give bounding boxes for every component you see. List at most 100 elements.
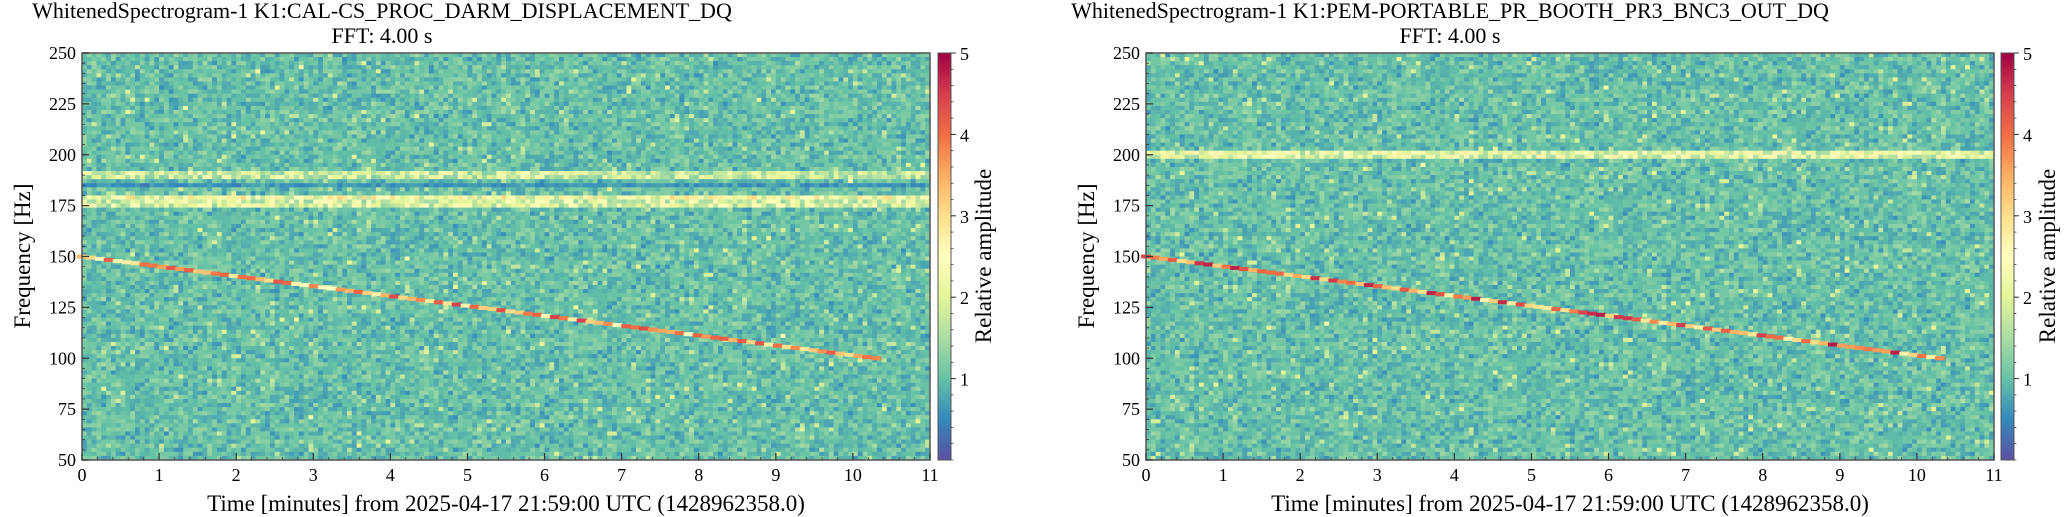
heatmap-cell — [636, 61, 642, 66]
heatmap-cell — [380, 166, 387, 172]
heatmap-cell — [592, 142, 599, 148]
heatmap-cell — [693, 101, 700, 107]
heatmap-cell — [419, 101, 425, 107]
heatmap-cell — [221, 69, 228, 74]
heatmap-cell — [472, 53, 478, 58]
heatmap-cell — [607, 65, 613, 70]
heatmap-cell — [742, 81, 748, 87]
heatmap-cell — [693, 69, 700, 74]
heatmap-cell — [563, 138, 570, 144]
heatmap-cell — [298, 146, 305, 152]
heatmap-cell — [713, 142, 719, 148]
heatmap-cell — [901, 65, 907, 70]
heatmap-cell — [563, 134, 570, 139]
heatmap-cell — [404, 126, 411, 131]
heatmap-cell — [689, 53, 695, 58]
heatmap-cell — [549, 158, 555, 164]
heatmap-cell — [91, 77, 97, 82]
heatmap-cell — [265, 122, 271, 127]
heatmap-cell — [110, 138, 117, 144]
heatmap-cell — [525, 93, 531, 99]
heatmap-cell — [236, 73, 242, 78]
heatmap-cell — [669, 101, 676, 107]
heatmap-cell — [674, 134, 680, 139]
heatmap-cell — [766, 154, 772, 160]
heatmap-cell — [771, 57, 777, 62]
heatmap-cell — [848, 138, 854, 144]
heatmap-cell — [149, 105, 155, 111]
heatmap-cell — [626, 77, 632, 82]
heatmap-cell — [708, 61, 714, 66]
heatmap-cell — [91, 158, 97, 164]
heatmap-cell — [178, 154, 184, 160]
heatmap-cell — [886, 130, 892, 135]
heatmap-cell — [920, 109, 926, 115]
heatmap-cell — [862, 150, 868, 156]
heatmap-cell — [660, 85, 666, 91]
heatmap-cell — [101, 93, 107, 99]
heatmap-cell — [510, 73, 517, 78]
heatmap-cell — [284, 150, 290, 156]
heatmap-cell — [433, 109, 440, 115]
heatmap-cell — [472, 93, 478, 99]
heatmap-cell — [424, 142, 430, 148]
heatmap-cell — [848, 57, 854, 62]
heatmap-cell — [713, 150, 719, 156]
heatmap-cell — [327, 138, 334, 144]
heatmap-cell — [698, 142, 705, 148]
heatmap-cell — [419, 118, 425, 123]
heatmap-cell — [693, 162, 700, 168]
heatmap-cell — [679, 130, 685, 135]
heatmap-cell — [178, 89, 184, 95]
heatmap-cell — [168, 53, 175, 58]
heatmap-cell — [82, 73, 88, 78]
heatmap-cell — [163, 114, 170, 119]
heatmap-cell — [766, 118, 772, 123]
heatmap-cell — [689, 142, 695, 148]
heatmap-cell — [491, 105, 497, 111]
heatmap-cell — [395, 142, 401, 148]
heatmap-cell — [925, 97, 931, 103]
heatmap-cell — [207, 61, 213, 66]
heatmap-cell — [718, 154, 724, 160]
heatmap-cell — [722, 150, 729, 156]
heatmap-cell — [428, 65, 435, 70]
heatmap-cell — [453, 134, 459, 139]
heatmap-cell — [453, 73, 459, 78]
heatmap-cell — [486, 85, 493, 91]
heatmap-cell — [573, 126, 579, 131]
heatmap-cell — [91, 118, 97, 123]
heatmap-cell — [891, 53, 897, 58]
heatmap-cell — [308, 93, 314, 99]
heatmap-cell — [877, 122, 883, 127]
heatmap-cell — [640, 150, 647, 156]
heatmap-cell — [833, 114, 839, 119]
heatmap-cell — [838, 65, 844, 70]
heatmap-cell — [414, 97, 420, 103]
heatmap-cell — [221, 166, 228, 172]
heatmap-cell — [602, 69, 608, 74]
heatmap-cell — [852, 150, 859, 156]
heatmap-cell — [597, 61, 603, 66]
heatmap-cell — [472, 57, 478, 62]
heatmap-cell — [799, 162, 806, 168]
heatmap-cell — [655, 126, 661, 131]
heatmap-cell — [563, 57, 570, 62]
heatmap-cell — [366, 81, 372, 87]
heatmap-cell — [583, 126, 589, 131]
heatmap-cell — [501, 53, 507, 58]
heatmap-cell — [896, 122, 902, 127]
heatmap-cell — [241, 93, 247, 99]
heatmap-cell — [905, 61, 912, 66]
heatmap-cell — [472, 73, 478, 78]
heatmap-cell — [612, 122, 618, 127]
heatmap-cell — [785, 114, 791, 119]
heatmap-cell — [159, 150, 165, 156]
heatmap-cell — [481, 118, 488, 123]
heatmap-cell — [207, 154, 213, 160]
heatmap-cell — [428, 97, 435, 103]
heatmap-cell — [250, 81, 256, 87]
heatmap-cell — [477, 142, 483, 148]
heatmap-cell — [587, 81, 594, 87]
heatmap-cell — [886, 146, 892, 152]
